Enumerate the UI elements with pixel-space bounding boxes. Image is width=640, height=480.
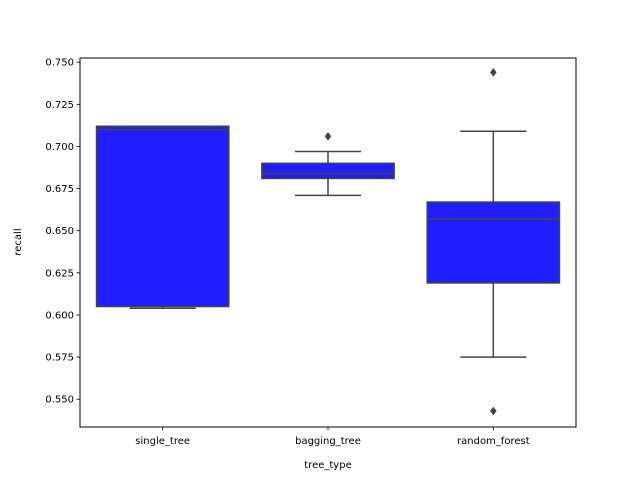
x-axis: single_tree bagging_tree random_forest [135,427,530,447]
y-axis-label: recall [13,228,24,255]
x-tick-label: bagging_tree [295,436,361,447]
box-single_tree [95,125,230,309]
box-bagging_tree [261,131,395,197]
y-tick-label: 0.550 [45,395,74,406]
outlier-point [490,67,497,77]
boxes-layer [95,67,561,416]
iqr-box [95,125,230,308]
y-tick-label: 0.600 [45,310,74,321]
y-tick-label: 0.675 [45,184,74,195]
iqr-box [261,162,395,180]
y-tick-label: 0.650 [45,226,74,237]
box-random_forest [426,67,561,416]
outlier-point [490,406,497,416]
outlier-point [324,131,332,141]
x-tick-label: single_tree [135,436,190,447]
y-tick-label: 0.575 [45,353,74,364]
y-tick-label: 0.750 [45,58,74,69]
x-axis-label: tree_type [304,460,351,471]
x-tick-label: random_forest [457,436,530,447]
y-tick-label: 0.625 [45,268,74,279]
y-tick-label: 0.700 [45,142,74,153]
y-tick-label: 0.725 [45,100,74,111]
y-axis: 0.550 0.575 0.600 0.625 0.650 0.675 0.700 0.725… [45,58,80,406]
iqr-box [426,201,561,284]
